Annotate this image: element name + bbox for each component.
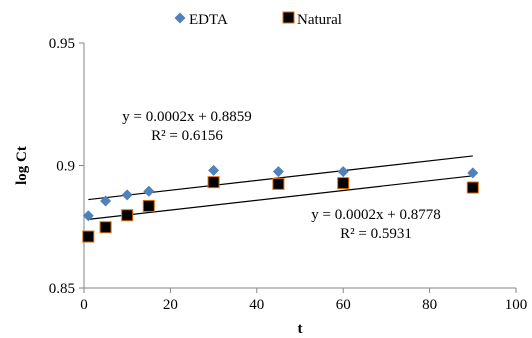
point-natural	[272, 177, 285, 190]
point-edta	[143, 185, 155, 197]
x-tick-label: 40	[249, 297, 264, 313]
equation-natural: y = 0.0002x + 0.8778	[311, 207, 440, 223]
y-tick-label: 0.85	[49, 281, 75, 297]
data-points	[82, 164, 479, 243]
point-natural	[466, 181, 479, 194]
r-squared-edta: R² = 0.6156	[151, 128, 223, 144]
point-natural	[142, 199, 155, 212]
x-tick-label: 80	[422, 297, 437, 313]
y-tick-label: 0.9	[56, 159, 75, 175]
axes: 0 20 40 60 80 100 0.85 0.9 0.95	[49, 36, 528, 313]
x-axis-title: t	[298, 321, 303, 337]
point-natural	[207, 176, 220, 189]
point-natural	[337, 177, 350, 190]
legend-item-edta: EDTA	[174, 12, 228, 28]
x-tick-label: 100	[505, 297, 528, 313]
x-tick-label: 0	[80, 297, 88, 313]
x-tick-label: 20	[163, 297, 178, 313]
point-edta	[337, 166, 349, 178]
point-edta	[82, 210, 94, 222]
equation-edta: y = 0.0002x + 0.8859	[122, 109, 251, 125]
legend: EDTA Natural	[174, 11, 342, 28]
y-tick-label: 0.95	[49, 36, 75, 52]
point-natural	[82, 230, 95, 243]
point-edta	[467, 167, 479, 179]
legend-marker-edta	[174, 12, 186, 24]
point-edta	[121, 189, 133, 201]
legend-marker-natural	[282, 11, 295, 24]
legend-label-edta: EDTA	[189, 12, 228, 28]
y-axis-title: log Ct	[14, 146, 30, 185]
r-squared-natural: R² = 0.5931	[340, 226, 412, 242]
x-tick-label: 60	[336, 297, 351, 313]
point-edta	[100, 195, 112, 207]
y-ticks: 0.85 0.9 0.95	[49, 36, 84, 297]
point-natural	[99, 221, 112, 234]
point-edta	[272, 166, 284, 178]
trendline-natural	[88, 175, 473, 220]
point-natural	[121, 209, 134, 222]
legend-label-natural: Natural	[297, 12, 342, 28]
annotations: y = 0.0002x + 0.8859 R² = 0.6156 y = 0.0…	[122, 109, 440, 242]
point-edta	[208, 164, 220, 176]
legend-item-natural: Natural	[282, 11, 342, 28]
x-ticks: 0 20 40 60 80 100	[80, 288, 527, 313]
